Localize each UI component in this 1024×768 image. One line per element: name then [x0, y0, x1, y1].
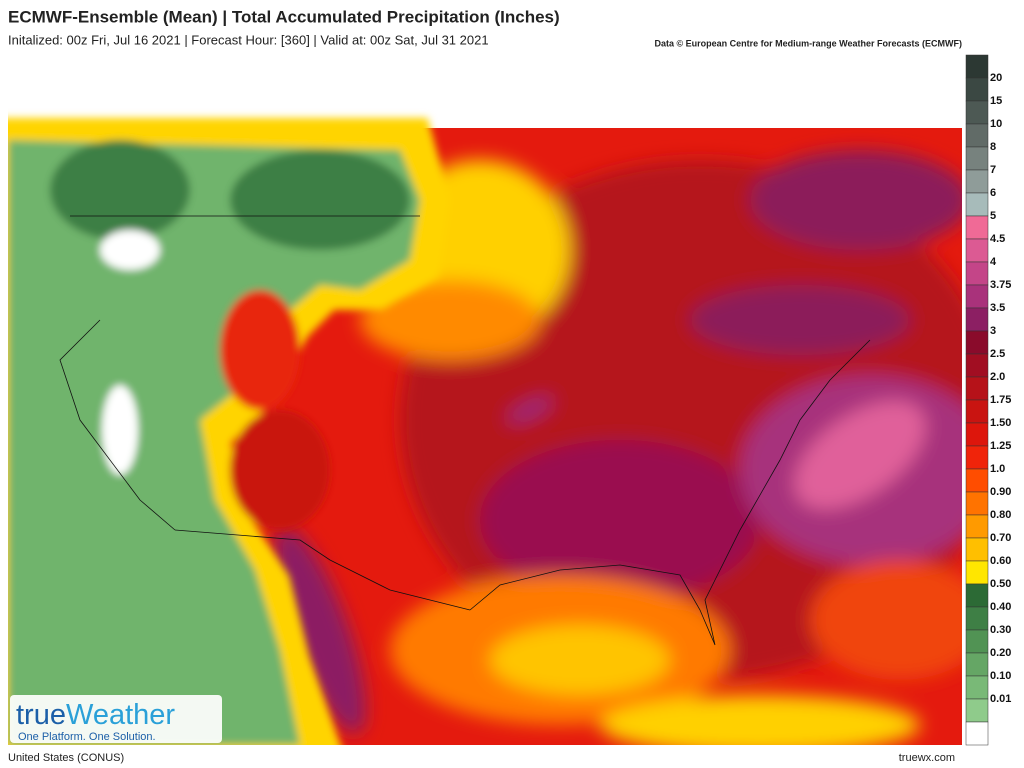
legend-swatch	[965, 399, 989, 424]
heavy-rain	[750, 150, 962, 250]
legend-swatch	[965, 77, 989, 102]
legend-label: 0.50	[990, 578, 1011, 590]
coast-line	[59, 319, 176, 531]
legend-label: 0.20	[990, 647, 1011, 659]
border-line	[174, 529, 471, 611]
precip-field	[274, 150, 962, 745]
legend-label: 20	[990, 72, 1002, 84]
plains-dry	[360, 280, 540, 360]
legend-swatch	[965, 215, 989, 240]
legend-swatch	[965, 514, 989, 539]
heavy-rain	[507, 397, 553, 423]
legend-label: 0.30	[990, 624, 1011, 636]
monsoon-rain	[220, 290, 300, 410]
legend-swatch	[965, 629, 989, 654]
legend-label: 0.40	[990, 601, 1011, 613]
legend-label: 0.80	[990, 509, 1011, 521]
credit: Data © European Centre for Medium-range …	[654, 38, 962, 48]
legend-label: 7	[990, 164, 996, 176]
legend-label: 15	[990, 95, 1002, 107]
logo-part: Weather	[66, 699, 175, 731]
no-rain	[100, 230, 160, 270]
legend-swatch	[965, 583, 989, 608]
legend-label: 0.70	[990, 532, 1011, 544]
borders	[59, 215, 871, 646]
legend-swatch	[965, 376, 989, 401]
legend-swatch	[965, 192, 989, 217]
heavy-rain	[794, 400, 926, 510]
legend-label: 3.75	[990, 279, 1011, 291]
caribbean-rain	[600, 695, 920, 745]
light-rain	[8, 140, 420, 745]
west-dry	[8, 118, 451, 745]
legend-swatch	[965, 330, 989, 355]
footer-site: truewx.com	[899, 752, 955, 764]
legend-swatch	[965, 238, 989, 263]
legend-swatch	[965, 307, 989, 332]
legend-swatch	[965, 468, 989, 493]
logo-box	[10, 695, 222, 743]
logo: trueWeather One Platform. One Solution.	[10, 695, 222, 743]
legend-label: 4	[990, 256, 997, 268]
legend-swatch	[965, 169, 989, 194]
legend-label: 10	[990, 118, 1002, 130]
subtitle: Initalized: 00z Fri, Jul 16 2021 | Forec…	[8, 32, 489, 47]
legend-label: 1.25	[990, 440, 1011, 452]
legend-swatch	[965, 675, 989, 700]
logo-part: true	[16, 699, 66, 731]
legend-label: 1.0	[990, 463, 1005, 475]
monsoon-rain	[230, 410, 330, 530]
logo-text: trueWeather	[16, 699, 175, 731]
legend-swatch	[965, 261, 989, 286]
footer-region: United States (CONUS)	[8, 752, 124, 764]
legend-swatch	[965, 606, 989, 631]
legend-swatch	[965, 652, 989, 677]
map	[8, 55, 962, 745]
legend-swatch	[965, 123, 989, 148]
legend-swatch	[965, 353, 989, 378]
legend-swatch	[965, 721, 989, 746]
legend-label: 0.10	[990, 670, 1011, 682]
legend-label: 3	[990, 325, 996, 337]
legend-label: 0.60	[990, 555, 1011, 567]
legend-label: 0.01	[990, 693, 1011, 705]
heavy-rain	[690, 285, 910, 355]
gulf-rain	[490, 625, 670, 695]
legend-swatch	[965, 54, 989, 79]
logo-tagline: One Platform. One Solution.	[18, 731, 156, 743]
legend-label: 8	[990, 141, 996, 153]
legend-swatch	[965, 445, 989, 470]
legend-label: 2.5	[990, 348, 1005, 360]
legend-label: 1.75	[990, 394, 1011, 406]
legend-label: 0.90	[990, 486, 1011, 498]
legend: 20 15 10 8 7 6 5 4.5 4 3.75 3.5 3 2.5 2.0 1.75 1.50 1.25…	[965, 54, 1011, 746]
coast-line	[469, 339, 871, 646]
legend-swatch	[965, 698, 989, 723]
atlantic-rain	[810, 560, 962, 680]
legend-swatch	[965, 422, 989, 447]
heavy-rain	[480, 440, 760, 600]
legend-swatch	[965, 100, 989, 125]
legend-swatch	[965, 491, 989, 516]
legend-label: 5	[990, 210, 996, 222]
mexico-rain	[274, 526, 366, 734]
legend-label: 1.50	[990, 417, 1011, 429]
legend-label: 4.5	[990, 233, 1005, 245]
light-rain	[50, 140, 190, 240]
no-rain	[102, 385, 138, 475]
legend-swatch	[965, 560, 989, 585]
title: ECMWF-Ensemble (Mean) | Total Accumulate…	[8, 7, 560, 26]
legend-label: 3.5	[990, 302, 1005, 314]
legend-swatch	[965, 537, 989, 562]
light-rain	[230, 150, 410, 250]
legend-swatch	[965, 284, 989, 309]
legend-swatch	[965, 146, 989, 171]
legend-label: 6	[990, 187, 996, 199]
legend-label: 2.0	[990, 371, 1005, 383]
